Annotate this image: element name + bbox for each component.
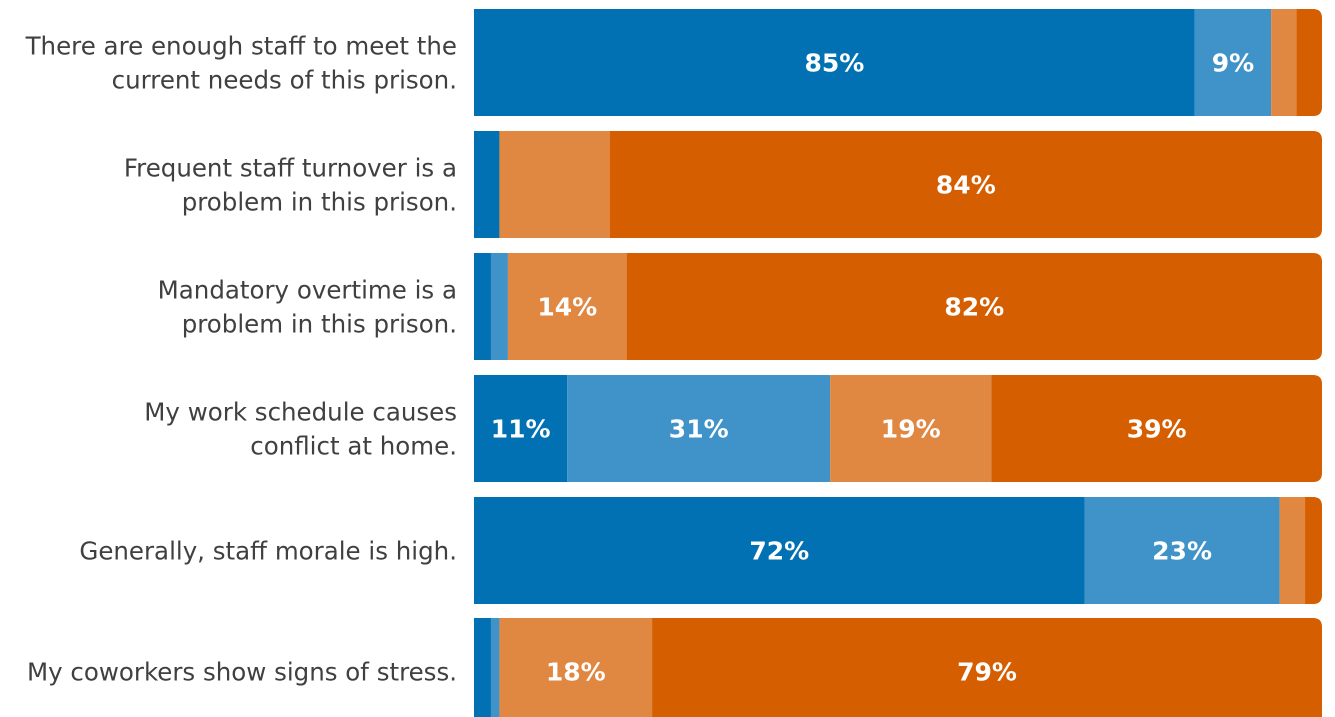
- category-label-line: current needs of this prison.: [112, 66, 457, 95]
- data-label: 9%: [1212, 49, 1254, 78]
- category-label-line: Frequent staff turnover is a: [124, 154, 457, 183]
- data-label: 84%: [936, 171, 996, 200]
- data-label: 85%: [804, 49, 864, 78]
- bar-row: [474, 253, 1322, 360]
- category-label-line: problem in this prison.: [182, 188, 457, 217]
- category-label: Frequent staff turnover is a problem in t…: [124, 154, 457, 217]
- data-label: 23%: [1152, 537, 1212, 566]
- bar-row: [474, 618, 1322, 717]
- category-label: My work schedule causes conflict at home.: [144, 398, 457, 461]
- data-label: 79%: [957, 658, 1017, 687]
- data-label: 19%: [881, 415, 941, 444]
- bar-segment: [1305, 497, 1322, 604]
- bar-segment: [1296, 9, 1322, 116]
- bar-segment: [567, 375, 831, 482]
- category-label-line: My coworkers show signs of stress.: [27, 658, 457, 687]
- bar-segment: [499, 131, 610, 238]
- category-label-line: conflict at home.: [250, 432, 457, 461]
- bar-row: [474, 375, 1322, 482]
- bar-row: [474, 497, 1322, 604]
- category-label-line: problem in this prison.: [182, 310, 457, 339]
- bar-segment: [1279, 497, 1306, 604]
- bar-segment: [490, 618, 500, 717]
- bar-segment: [830, 375, 992, 482]
- bar-segment: [626, 253, 1322, 360]
- bar-segment: [499, 618, 653, 717]
- data-label: 11%: [491, 415, 551, 444]
- category-label: There are enough staff to meet the curren…: [25, 32, 457, 95]
- bar-segment: [1271, 9, 1297, 116]
- category-label-line: There are enough staff to meet the: [25, 32, 457, 61]
- bar-segment: [609, 131, 1322, 238]
- category-label: My coworkers show signs of stress.: [27, 658, 457, 687]
- data-label: 72%: [749, 537, 809, 566]
- bar-row: [474, 131, 1322, 238]
- bar-segment: [490, 253, 508, 360]
- bar-segment: [652, 618, 1322, 717]
- category-label-line: My work schedule causes: [144, 398, 457, 427]
- data-label: 39%: [1127, 415, 1187, 444]
- category-label: Mandatory overtime is a problem in this p…: [158, 276, 457, 339]
- bar-segment: [474, 131, 500, 238]
- data-label: 31%: [669, 415, 729, 444]
- bar-segment: [1194, 9, 1272, 116]
- bar-segment: [474, 618, 491, 717]
- data-label: 82%: [944, 293, 1004, 322]
- category-label-line: Mandatory overtime is a: [158, 276, 457, 305]
- bar-segment: [991, 375, 1322, 482]
- category-label-line: Generally, staff morale is high.: [79, 537, 457, 566]
- data-label: 14%: [537, 293, 597, 322]
- category-label: Generally, staff morale is high.: [79, 537, 457, 566]
- data-label: 18%: [546, 658, 606, 687]
- bar-segment: [474, 253, 491, 360]
- bar-segment: [474, 497, 1085, 604]
- bar-row: [474, 9, 1322, 116]
- bar-segment: [474, 9, 1195, 116]
- bar-segment: [507, 253, 627, 360]
- bar-segment: [474, 375, 568, 482]
- bar-segment: [1084, 497, 1280, 604]
